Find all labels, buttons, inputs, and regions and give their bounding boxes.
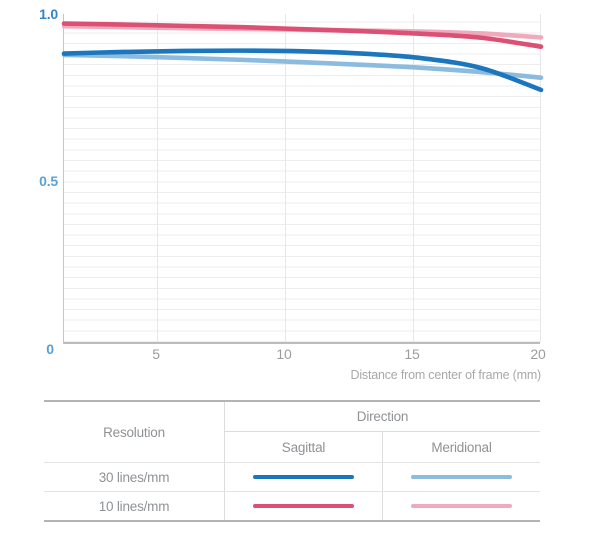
- x-tick-label-15: 15: [404, 346, 420, 362]
- legend-table: Resolution Direction Sagittal Meridional…: [44, 400, 540, 522]
- curve-30M: [61, 52, 544, 80]
- gridline-x20: [539, 14, 541, 342]
- legend-table-header: Resolution Direction Sagittal Meridional: [44, 402, 540, 463]
- y-tick-label-0.5: 0.5: [39, 173, 58, 189]
- row-label-10-lines: 10 lines/mm: [44, 492, 225, 520]
- column-header-meridional: Meridional: [431, 439, 492, 455]
- resolution-header: Resolution: [103, 424, 165, 440]
- direction-header: Direction: [225, 402, 540, 432]
- column-header-sagittal: Sagittal: [225, 432, 383, 462]
- row-label-30-lines: 30 lines/mm: [44, 463, 225, 491]
- table-row-30-lines: 30 lines/mm: [44, 463, 540, 492]
- direction-subheader-row: Sagittal Meridional: [225, 432, 540, 462]
- x-axis-title: Distance from center of frame (mm): [350, 368, 542, 382]
- gridline-x15: [412, 14, 414, 342]
- swatch-30-sagittal: [253, 474, 354, 480]
- x-tick-label-5: 5: [152, 346, 160, 362]
- gridline-x10: [284, 14, 286, 342]
- x-tick-label-20: 20: [530, 346, 546, 362]
- curve-10S: [61, 21, 544, 49]
- mtf-curves: [61, 21, 544, 93]
- origin-tick-label: 0: [46, 341, 54, 357]
- curve-30S: [61, 48, 544, 93]
- direction-header-cell: Direction Sagittal Meridional: [225, 402, 540, 462]
- gridline-x5: [156, 14, 158, 342]
- resolution-header-cell: Resolution: [44, 402, 225, 462]
- y-tick-label-1.0: 1.0: [39, 6, 58, 22]
- swatch-10-meridional: [411, 503, 512, 509]
- plot-area: [61, 14, 544, 344]
- swatch-30-meridional: [411, 474, 512, 480]
- swatch-10-sagittal: [253, 503, 354, 509]
- table-row-10-lines: 10 lines/mm: [44, 492, 540, 520]
- x-tick-label-10: 10: [276, 346, 292, 362]
